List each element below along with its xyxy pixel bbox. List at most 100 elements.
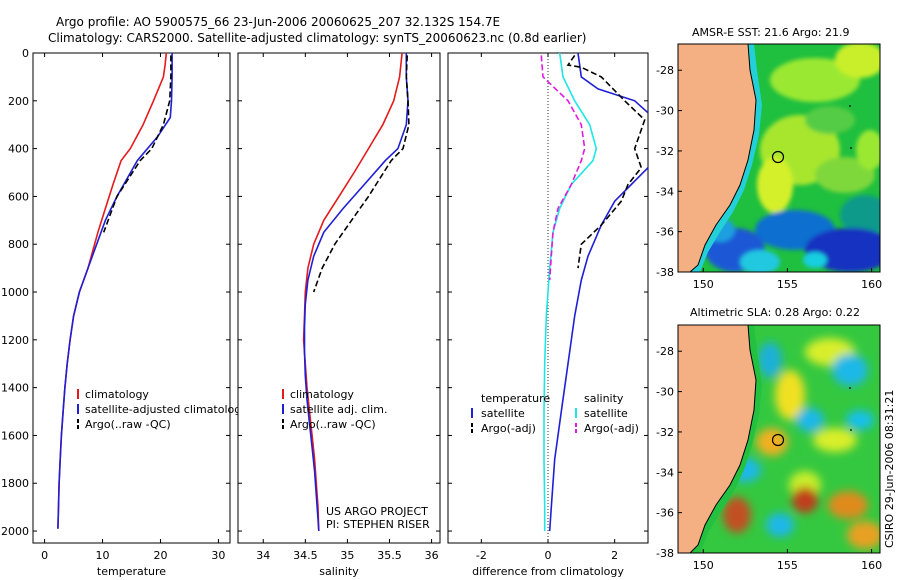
series-line-satellite-adjusted-climatology xyxy=(57,53,173,529)
series-group xyxy=(540,53,648,532)
x-tick-label: 10 xyxy=(96,549,110,562)
project-annotation: US ARGO PROJECT xyxy=(326,505,428,518)
x-tick-label: -2 xyxy=(476,549,487,562)
sst-land xyxy=(678,44,756,272)
sst-coastline xyxy=(689,44,757,272)
series-line-temperature-argo-adj- xyxy=(566,54,646,269)
y-tick-label: 800 xyxy=(8,238,29,251)
series-group xyxy=(302,53,410,532)
x-tick-label: 20 xyxy=(153,549,167,562)
x-tick-label: 2 xyxy=(611,549,618,562)
title-line2: Climatology: CARS2000. Satellite-adjuste… xyxy=(48,31,586,45)
sst-field xyxy=(705,44,880,272)
x-tick-label: 30 xyxy=(211,549,225,562)
map-y-tick-label: -36 xyxy=(656,226,674,239)
sla-map-frame xyxy=(677,324,881,554)
x-tick-label: 35 xyxy=(340,549,354,562)
legend-title-salinity: salinity xyxy=(584,392,624,405)
axes-frame xyxy=(32,52,231,544)
map-y-tick-label: -30 xyxy=(656,386,674,399)
sst-island-dot xyxy=(849,105,851,107)
sla-map-ticks: 150 155 160 -28 -30 -32 -34 -36 -38 xyxy=(656,345,882,572)
x-axis-label: difference from climatology xyxy=(472,565,624,578)
map-y-tick-label: -28 xyxy=(656,64,674,77)
sst-argo-location-marker xyxy=(771,150,785,164)
sst-map-ticks: 150 155 160 -28 -30 -32 -34 -36 -38 xyxy=(656,64,882,291)
y-tick-label: 1200 xyxy=(1,334,29,347)
series-line-climatology xyxy=(302,53,403,532)
map-y-tick-label: -38 xyxy=(656,266,674,279)
side-label: CSIRO 29-Jun-2006 08:31:21 xyxy=(883,390,896,548)
sla-argo-location-marker xyxy=(771,433,785,447)
x-tick-label: 34 xyxy=(256,549,270,562)
y-tick-label: 2000 xyxy=(1,525,29,538)
y-tick-label: 400 xyxy=(8,143,29,156)
legend-entry: climatology xyxy=(290,388,354,401)
map-y-tick-label: -34 xyxy=(656,466,674,479)
series-line-satellite-adj-clim- xyxy=(303,53,409,532)
x-axis-label: temperature xyxy=(97,565,166,578)
sst-map-title: AMSR-E SST: 21.6 Argo: 21.9 xyxy=(692,26,850,39)
sla-coastal-strip xyxy=(690,325,762,553)
map-x-tick-label: 160 xyxy=(861,559,882,572)
sla-island-dot xyxy=(850,429,852,431)
map-y-tick-label: -30 xyxy=(656,105,674,118)
series-group xyxy=(57,53,173,529)
x-tick-label: 36 xyxy=(425,549,439,562)
project-annotation: PI: STEPHEN RISER xyxy=(326,518,430,531)
temperature-panel: 0 10 20 30 0 200 400 600 800 1000 1200 1400 1600 1800… xyxy=(1,47,248,578)
x-tick-label: 0 xyxy=(41,549,48,562)
series-line-argo-raw-qc- xyxy=(312,55,410,293)
y-tick-label: 0 xyxy=(22,47,29,60)
y-tick-label: 1000 xyxy=(1,286,29,299)
sla-field xyxy=(723,338,880,549)
sla-map: Altimetric SLA: 0.28 Argo: 0.22 xyxy=(656,306,882,572)
axes-frame xyxy=(237,52,441,544)
y-tick-label: 200 xyxy=(8,95,29,108)
legend-entry: Argo(..raw -QC) xyxy=(85,418,171,431)
legend-entry: satellite adj. clim. xyxy=(290,403,387,416)
map-y-tick-label: -32 xyxy=(656,145,674,158)
sla-coastline xyxy=(689,325,757,553)
map-x-tick-label: 155 xyxy=(777,559,798,572)
legend-entry: climatology xyxy=(85,388,149,401)
x-tick-label: 0 xyxy=(545,549,552,562)
map-x-tick-label: 160 xyxy=(861,278,882,291)
map-x-tick-label: 155 xyxy=(777,278,798,291)
series-line-temperature-satellite xyxy=(577,53,648,114)
sla-map-title: Altimetric SLA: 0.28 Argo: 0.22 xyxy=(690,306,860,319)
sst-coastal-strip xyxy=(690,44,762,272)
map-x-tick-label: 150 xyxy=(693,278,714,291)
map-y-tick-label: -32 xyxy=(656,426,674,439)
sla-island-dot xyxy=(849,387,851,389)
map-y-tick-label: -38 xyxy=(656,547,674,560)
y-tick-label: 1400 xyxy=(1,382,29,395)
map-y-tick-label: -28 xyxy=(656,345,674,358)
sst-map: AMSR-E SST: 21.6 Argo: 21.9 xyxy=(656,26,882,291)
sla-land xyxy=(678,325,756,553)
legend-title-temperature: temperature xyxy=(481,392,550,405)
legend-entry: satellite-adjusted climatology xyxy=(85,403,248,416)
map-y-tick-label: -34 xyxy=(656,185,674,198)
y-tick-label: 1600 xyxy=(1,429,29,442)
legend-entry: Argo(..raw -QC) xyxy=(290,418,376,431)
series-line-temperature-satellite-deep xyxy=(548,167,648,532)
sst-map-frame xyxy=(677,43,881,273)
x-axis-label: salinity xyxy=(319,565,359,578)
legend-entry: Argo(-adj) xyxy=(584,422,639,435)
y-tick-label: 600 xyxy=(8,190,29,203)
sst-island-dot xyxy=(850,147,852,149)
legend-entry: satellite xyxy=(584,407,628,420)
title-line1: Argo profile: AO 5900575_66 23-Jun-2006 … xyxy=(56,15,500,29)
difference-panel: -2 0 2 difference from climatology temperatu… xyxy=(447,52,649,578)
salinity-panel: 34 34.5 35 35.5 36 salinity climatology satelli… xyxy=(237,52,441,578)
series-line-salinity-satellite xyxy=(543,53,598,531)
y-tick-label: 1800 xyxy=(1,477,29,490)
map-y-tick-label: -36 xyxy=(656,507,674,520)
x-tick-label: 35.5 xyxy=(377,549,402,562)
legend-entry: satellite xyxy=(481,407,525,420)
series-line-salinity-argo-adj- xyxy=(540,55,586,281)
series-line-argo-raw-qc- xyxy=(102,55,172,233)
legend-entry: Argo(-adj) xyxy=(481,422,536,435)
